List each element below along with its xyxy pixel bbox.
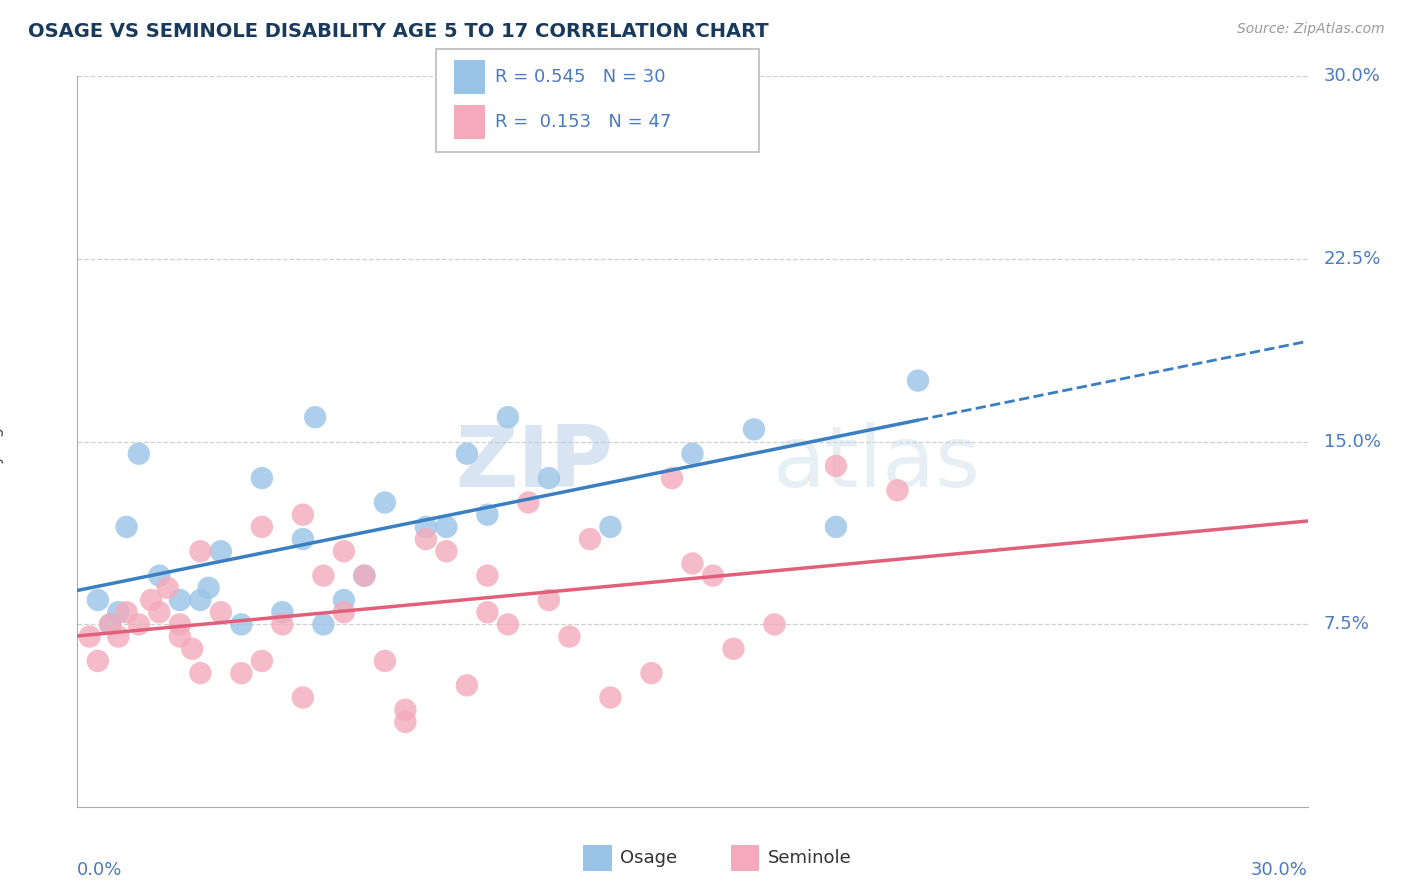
Point [436, 520, 458, 534]
Text: R =  0.153   N = 47: R = 0.153 N = 47 [495, 113, 671, 131]
Text: atlas: atlas [772, 422, 980, 505]
Point [477, 508, 499, 522]
Point [291, 690, 314, 705]
Text: 30.0%: 30.0% [1324, 67, 1381, 85]
Point [271, 605, 294, 619]
Text: 7.5%: 7.5% [1324, 615, 1369, 633]
Point [115, 605, 138, 619]
Point [579, 532, 602, 546]
Point [682, 447, 704, 461]
Text: ZIP: ZIP [454, 422, 613, 505]
Point [98, 617, 121, 632]
Point [115, 520, 138, 534]
Point [156, 581, 179, 595]
Point [496, 617, 519, 632]
Point [394, 703, 416, 717]
Point [312, 617, 335, 632]
Point [374, 495, 396, 509]
Point [640, 666, 662, 681]
Point [148, 568, 170, 582]
Point [188, 593, 212, 607]
Point [723, 641, 745, 656]
Point [456, 447, 478, 461]
Point [87, 593, 110, 607]
Point [517, 495, 540, 509]
Point [477, 605, 499, 619]
Point [107, 630, 129, 644]
Point [107, 605, 129, 619]
Point [456, 678, 478, 692]
Point [825, 520, 848, 534]
Text: Disability Age 5 to 17: Disability Age 5 to 17 [0, 352, 3, 531]
Point [250, 520, 273, 534]
Point [702, 568, 724, 582]
Point [271, 617, 294, 632]
Text: 30.0%: 30.0% [1251, 861, 1308, 879]
Point [415, 520, 437, 534]
Point [599, 520, 621, 534]
Point [87, 654, 110, 668]
Point [148, 605, 170, 619]
Point [661, 471, 683, 485]
Text: Osage: Osage [620, 849, 678, 867]
Point [169, 617, 191, 632]
Text: OSAGE VS SEMINOLE DISABILITY AGE 5 TO 17 CORRELATION CHART: OSAGE VS SEMINOLE DISABILITY AGE 5 TO 17… [28, 22, 769, 41]
Point [98, 617, 121, 632]
Point [128, 617, 150, 632]
Point [231, 617, 253, 632]
Point [250, 654, 273, 668]
Point [537, 471, 560, 485]
Text: 0.0%: 0.0% [77, 861, 122, 879]
Point [477, 568, 499, 582]
Point [291, 508, 314, 522]
Point [353, 568, 375, 582]
Point [209, 605, 232, 619]
Point [496, 410, 519, 425]
Point [304, 410, 326, 425]
Text: Source: ZipAtlas.com: Source: ZipAtlas.com [1237, 22, 1385, 37]
Point [169, 593, 191, 607]
Point [599, 690, 621, 705]
Point [181, 641, 204, 656]
Point [907, 374, 929, 388]
Point [141, 593, 163, 607]
Point [333, 544, 356, 558]
Point [394, 714, 416, 729]
Point [188, 666, 212, 681]
Point [79, 630, 101, 644]
Point [537, 593, 560, 607]
Point [333, 593, 356, 607]
Text: R = 0.545   N = 30: R = 0.545 N = 30 [495, 68, 665, 86]
Text: 15.0%: 15.0% [1324, 433, 1381, 450]
Point [825, 458, 848, 473]
Point [250, 471, 273, 485]
Point [558, 630, 581, 644]
Point [374, 654, 396, 668]
Text: 22.5%: 22.5% [1324, 250, 1381, 268]
Point [291, 532, 314, 546]
Point [333, 605, 356, 619]
Text: Seminole: Seminole [768, 849, 852, 867]
Point [415, 532, 437, 546]
Point [436, 544, 458, 558]
Point [169, 630, 191, 644]
Point [312, 568, 335, 582]
Point [682, 557, 704, 571]
Point [763, 617, 786, 632]
Point [209, 544, 232, 558]
Point [353, 568, 375, 582]
Point [197, 581, 219, 595]
Point [231, 666, 253, 681]
Point [128, 447, 150, 461]
Point [188, 544, 212, 558]
Point [742, 422, 765, 436]
Point [886, 483, 908, 498]
